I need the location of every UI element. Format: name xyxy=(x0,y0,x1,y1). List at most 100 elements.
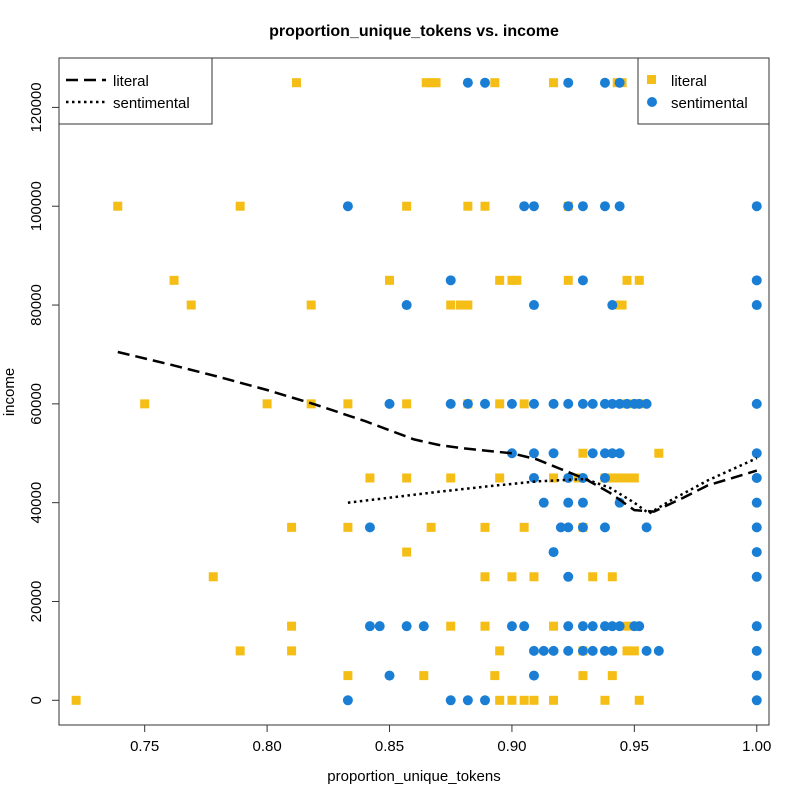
point-sentimental xyxy=(614,398,625,409)
point-literal xyxy=(507,275,517,285)
point-sentimental xyxy=(519,201,530,212)
point-literal xyxy=(507,572,517,582)
legend-sentimental-marker-label: sentimental xyxy=(671,95,748,112)
point-literal xyxy=(402,201,412,211)
point-sentimental xyxy=(577,645,588,656)
point-sentimental xyxy=(563,522,574,533)
point-literal xyxy=(563,275,573,285)
point-literal xyxy=(512,275,522,285)
point-sentimental xyxy=(506,398,517,409)
point-literal xyxy=(495,473,505,483)
point-literal xyxy=(578,671,588,681)
x-tick-label: 0.80 xyxy=(253,738,282,755)
point-literal xyxy=(549,695,559,705)
x-tick-label: 0.95 xyxy=(620,738,649,755)
point-sentimental xyxy=(519,621,530,632)
point-sentimental xyxy=(364,522,375,533)
point-sentimental xyxy=(653,645,664,656)
point-sentimental xyxy=(364,621,375,632)
point-sentimental xyxy=(563,398,574,409)
point-sentimental xyxy=(528,472,539,483)
y-tick-label: 80000 xyxy=(28,284,45,326)
point-sentimental xyxy=(577,522,588,533)
legend-lines: literal sentimental xyxy=(58,57,213,125)
point-sentimental xyxy=(401,621,412,632)
y-tick-label: 40000 xyxy=(28,482,45,524)
point-sentimental xyxy=(607,645,618,656)
point-sentimental xyxy=(548,448,559,459)
point-sentimental xyxy=(587,645,598,656)
point-literal xyxy=(287,522,297,532)
point-sentimental xyxy=(599,645,610,656)
point-literal xyxy=(634,695,644,705)
legend-literal-marker xyxy=(647,75,656,84)
point-sentimental xyxy=(622,398,632,409)
legend-literal-line-label: literal xyxy=(113,73,149,90)
point-sentimental xyxy=(480,398,490,409)
point-sentimental xyxy=(607,300,618,311)
point-sentimental xyxy=(384,398,395,409)
point-sentimental xyxy=(634,398,645,409)
point-sentimental xyxy=(614,77,625,88)
point-sentimental xyxy=(599,201,610,212)
point-sentimental xyxy=(480,695,490,706)
point-literal xyxy=(495,399,505,409)
y-axis-label: income xyxy=(1,368,18,416)
point-sentimental xyxy=(577,201,588,212)
point-literal xyxy=(615,473,625,483)
y-tick-label: 60000 xyxy=(28,383,45,425)
point-literal xyxy=(549,78,559,88)
point-literal xyxy=(456,300,466,310)
y-tick-label: 0 xyxy=(28,696,45,704)
point-sentimental xyxy=(577,275,588,286)
point-literal xyxy=(235,201,245,211)
point-sentimental xyxy=(480,77,490,88)
point-sentimental xyxy=(607,621,618,632)
point-sentimental xyxy=(342,695,353,706)
point-sentimental xyxy=(614,621,625,632)
point-literal xyxy=(365,473,375,483)
point-sentimental xyxy=(587,448,598,459)
point-sentimental xyxy=(599,621,610,632)
point-sentimental xyxy=(751,472,762,483)
point-sentimental xyxy=(342,201,353,212)
point-sentimental xyxy=(751,547,762,558)
point-literal xyxy=(480,201,490,211)
point-literal xyxy=(622,646,632,656)
point-sentimental xyxy=(751,398,762,409)
y-axis: 0 20000 40000 60000 80000 100000 120000 xyxy=(28,82,60,704)
point-sentimental xyxy=(599,77,610,88)
point-sentimental xyxy=(462,695,473,706)
chart-title: proportion_unique_tokens vs. income xyxy=(269,23,559,40)
point-literal xyxy=(71,695,81,705)
point-literal xyxy=(549,621,559,631)
point-literal xyxy=(529,695,539,705)
point-sentimental xyxy=(751,201,762,212)
point-literal xyxy=(629,646,639,656)
point-sentimental xyxy=(548,645,559,656)
smoother-lines xyxy=(117,350,758,515)
point-sentimental xyxy=(563,621,574,632)
y-tick-label: 120000 xyxy=(28,82,45,132)
point-sentimental xyxy=(577,398,588,409)
legend-literal-marker-label: literal xyxy=(671,73,707,90)
point-literal xyxy=(208,572,218,582)
point-literal xyxy=(519,399,529,409)
point-sentimental xyxy=(634,621,645,632)
point-literal xyxy=(622,275,632,285)
point-literal xyxy=(578,448,588,458)
point-sentimental xyxy=(751,645,762,656)
point-literal xyxy=(402,547,412,557)
point-sentimental xyxy=(751,497,762,508)
plot-frame xyxy=(58,57,770,726)
point-literal xyxy=(287,646,297,656)
point-literal xyxy=(306,300,316,310)
x-axis-label: proportion_unique_tokens xyxy=(327,768,500,785)
x-tick-label: 1.00 xyxy=(742,738,771,755)
point-literal xyxy=(622,621,632,631)
point-literal xyxy=(463,300,473,310)
point-sentimental xyxy=(528,201,539,212)
point-sentimental xyxy=(751,695,762,706)
point-literal xyxy=(186,300,196,310)
